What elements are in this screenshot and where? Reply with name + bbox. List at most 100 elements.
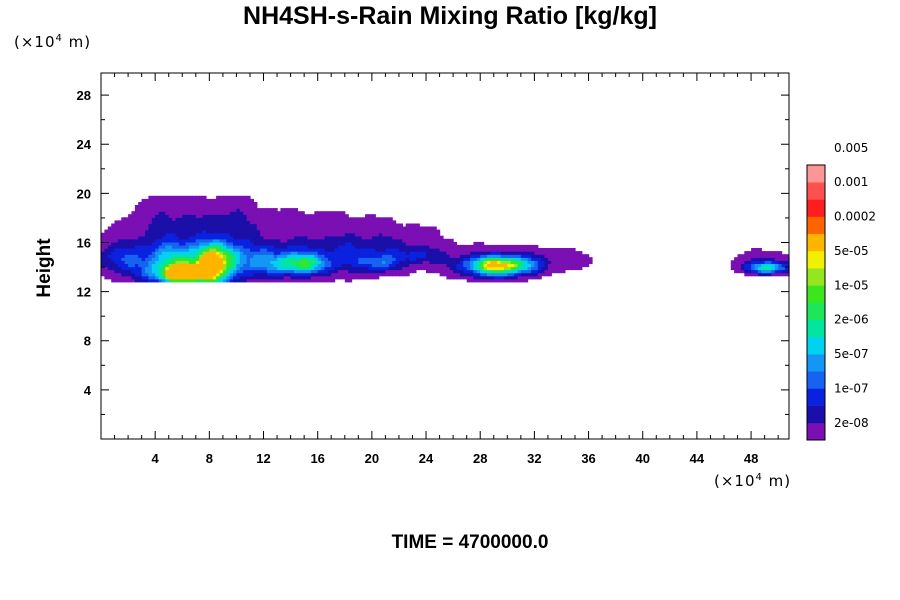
field-cell (212, 241, 217, 246)
field-cell (541, 263, 546, 268)
field-cell (507, 275, 512, 280)
field-cell (385, 263, 390, 268)
field-cell (212, 266, 217, 271)
field-cell (500, 244, 505, 249)
field-cell (287, 263, 292, 268)
field-cell (216, 235, 221, 240)
field-cell (436, 238, 441, 243)
field-cell (527, 269, 532, 274)
field-cell (195, 254, 200, 258)
field-cell (128, 257, 133, 261)
field-cell (141, 223, 146, 228)
field-cell (317, 229, 322, 234)
field-cell (250, 266, 254, 271)
field-cell (304, 241, 309, 246)
field-cell (436, 229, 441, 234)
field-cell (375, 238, 380, 243)
field-cell (354, 229, 359, 234)
field-cell (189, 208, 193, 212)
field-cell (266, 214, 271, 218)
field-cell (155, 205, 160, 209)
field-cell (260, 254, 265, 258)
field-cell (107, 244, 112, 249)
field-cell (449, 251, 454, 255)
field-cell (155, 195, 160, 200)
field-cell (128, 275, 133, 280)
field-cell (172, 257, 177, 261)
field-cell (432, 226, 437, 231)
field-cell (148, 269, 153, 274)
field-cell (280, 241, 285, 246)
field-cell (280, 257, 285, 261)
field-cell (368, 251, 373, 255)
field-cell (199, 244, 204, 249)
field-cell (520, 278, 525, 283)
field-cell (331, 254, 336, 258)
field-cell (443, 238, 447, 243)
field-cell (209, 226, 214, 231)
field-cell (131, 220, 136, 225)
field-cell (175, 198, 180, 203)
field-cell (385, 244, 390, 249)
field-cell (307, 244, 312, 249)
field-cell (761, 263, 766, 268)
field-cell (114, 263, 119, 268)
field-cell (341, 254, 346, 258)
field-cell (344, 266, 349, 271)
y-tick-label: 12 (77, 285, 91, 300)
field-cell (449, 248, 454, 252)
field-cell (270, 229, 275, 234)
field-cell (354, 260, 359, 264)
field-cell (243, 257, 248, 261)
field-cell (361, 248, 366, 252)
field-cell (459, 251, 464, 255)
field-cell (331, 272, 336, 277)
field-cell (493, 275, 498, 280)
field-cell (236, 220, 241, 225)
field-cell (415, 266, 420, 271)
field-cell (266, 223, 271, 228)
field-cell (256, 238, 261, 243)
field-cell (493, 272, 498, 277)
field-cell (395, 223, 400, 228)
field-cell (250, 248, 254, 252)
field-cell (233, 220, 237, 225)
field-cell (172, 235, 177, 240)
field-cell (121, 257, 126, 261)
field-cell (266, 229, 271, 234)
field-cell (568, 257, 573, 261)
field-cell (480, 272, 485, 277)
field-cell (287, 235, 292, 240)
field-cell (354, 263, 359, 268)
field-cell (270, 211, 275, 215)
field-cell (287, 260, 292, 264)
field-cell (233, 248, 237, 252)
field-cell (219, 202, 224, 206)
field-cell (182, 211, 187, 215)
field-cell (114, 235, 119, 240)
field-cell (277, 211, 282, 215)
field-cell (537, 257, 542, 261)
field-cell (338, 223, 342, 228)
field-cell (273, 260, 278, 264)
field-cell (155, 223, 160, 228)
field-cell (392, 238, 397, 243)
field-cell (314, 248, 319, 252)
field-cell (361, 272, 366, 277)
field-cell (222, 220, 227, 225)
field-cell (314, 251, 319, 255)
field-cell (368, 232, 373, 237)
field-cell (107, 226, 112, 231)
field-cell (219, 257, 224, 261)
field-cell (111, 260, 116, 264)
field-cell (470, 257, 475, 261)
field-cell (768, 257, 772, 261)
field-cell (737, 269, 742, 274)
field-cell (443, 260, 447, 264)
field-cell (382, 260, 386, 264)
field-cell (395, 235, 400, 240)
field-cell (219, 217, 224, 221)
field-cell (131, 248, 136, 252)
field-cell (104, 235, 109, 240)
field-cell (219, 260, 224, 264)
